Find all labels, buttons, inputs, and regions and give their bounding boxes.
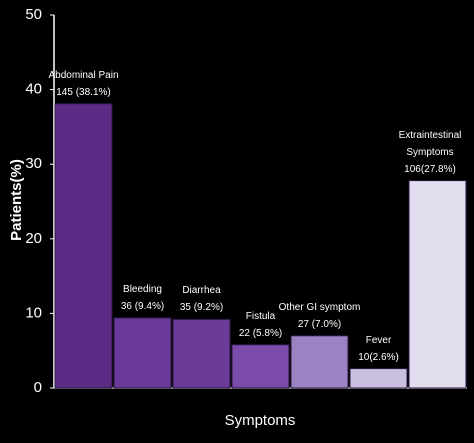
y-tick-label: 30 [25,155,42,172]
bar-annotation: Fistula 22 (5.8%) [219,308,303,342]
bar-annotation: Other GI symptom 27 (7.0%) [278,299,362,333]
bar [231,344,290,389]
bar [113,317,172,389]
value-label: 22 (5.8%) [238,327,283,339]
bar [172,318,231,389]
category-label: Bleeding [123,283,162,295]
y-axis-label: Patients(%) [8,159,25,241]
value-label: 145 (38.1%) [56,86,111,98]
category-label: Diarrhea [182,285,221,297]
value-label: 106(27.8%) [404,163,456,175]
value-label: 27 (7.0%) [297,318,342,330]
y-tick-label: 10 [25,304,42,321]
bar [290,335,349,389]
bar [54,103,113,389]
category-label: Abdominal Pain [48,69,119,81]
bar-annotation: Fever 10(2.6%) [337,332,421,366]
value-label: 36 (9.4%) [120,300,165,312]
bar-annotation: Extraintestinal Symptoms 106(27.8%) [388,127,472,178]
y-tick-label: 50 [25,6,42,23]
category-label: Fistula [245,310,276,322]
category-label: Extraintestinal Symptoms [398,129,462,158]
bar-annotation: Bleeding 36 (9.4%) [101,281,185,315]
y-tick-label: 0 [34,379,42,396]
category-label: Other GI symptom [278,301,361,313]
y-tick-label: 40 [25,81,42,98]
value-label: 35 (9.2%) [179,302,224,314]
y-tick-label: 20 [25,230,42,247]
bar-annotation: Diarrhea 35 (9.2%) [160,282,244,316]
bar [408,180,467,389]
x-axis-label: Symptoms [225,412,296,429]
bar [349,368,408,389]
value-label: 10(2.6%) [358,351,399,363]
bar-annotation: Abdominal Pain 145 (38.1%) [42,67,126,101]
category-label: Fever [365,334,392,346]
